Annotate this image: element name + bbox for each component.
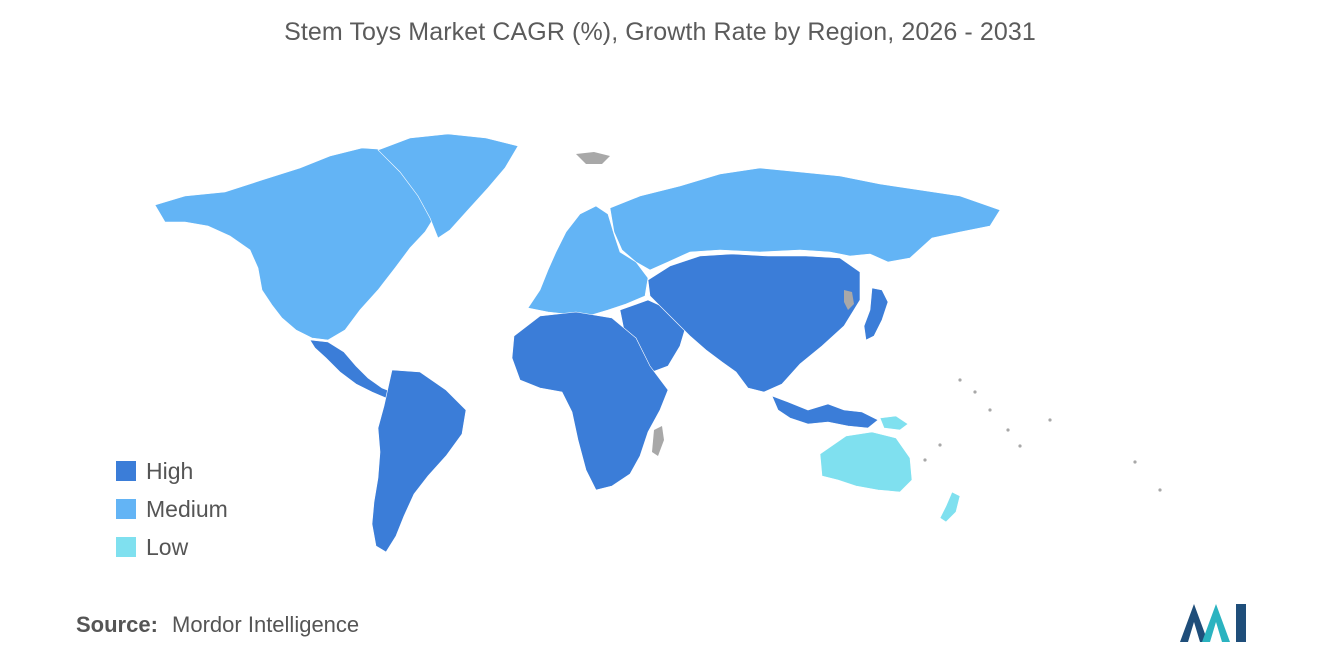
legend-item-medium: Medium xyxy=(116,490,228,528)
logo-left-peak xyxy=(1180,604,1208,642)
logo-right-bar xyxy=(1236,604,1246,642)
region-madagascar xyxy=(652,426,664,456)
legend-label-high: High xyxy=(146,457,194,484)
region-new-zealand xyxy=(939,491,961,523)
region-papua-new-guinea xyxy=(879,415,909,431)
region-korea xyxy=(844,290,854,310)
legend-label-low: Low xyxy=(146,533,189,560)
region-australia xyxy=(819,431,913,493)
legend-item-low: Low xyxy=(116,528,228,566)
region-south-america xyxy=(371,369,467,553)
legend-swatch-low xyxy=(116,537,136,557)
source-value: Mordor Intelligence xyxy=(172,612,360,637)
logo-middle-peak xyxy=(1202,604,1230,642)
pacific-islands xyxy=(923,378,1162,492)
region-greenland xyxy=(377,133,519,239)
region-svalbard xyxy=(576,152,610,164)
region-central-america xyxy=(309,339,393,399)
map-legend: High Medium Low xyxy=(116,452,228,566)
chart-title: Stem Toys Market CAGR (%), Growth Rate b… xyxy=(284,18,1036,46)
mordor-intelligence-logo xyxy=(1180,604,1246,642)
region-north-america xyxy=(154,147,441,341)
region-russia xyxy=(609,167,1001,271)
legend-swatch-high xyxy=(116,461,136,481)
region-asia xyxy=(647,253,861,393)
source-note: Source: Mordor Intelligence xyxy=(76,612,359,638)
region-japan xyxy=(863,287,889,341)
source-label: Source: xyxy=(76,612,158,637)
legend-item-high: High xyxy=(116,452,228,490)
region-southeast-asia xyxy=(771,395,879,429)
legend-swatch-medium xyxy=(116,499,136,519)
region-africa xyxy=(511,311,669,491)
legend-label-medium: Medium xyxy=(146,495,228,522)
